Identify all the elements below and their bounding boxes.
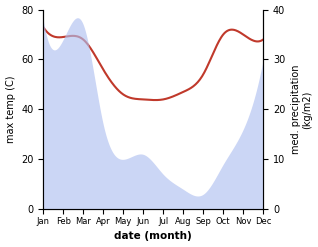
Y-axis label: med. precipitation
(kg/m2): med. precipitation (kg/m2)	[291, 65, 313, 154]
X-axis label: date (month): date (month)	[114, 231, 192, 242]
Y-axis label: max temp (C): max temp (C)	[5, 76, 16, 143]
